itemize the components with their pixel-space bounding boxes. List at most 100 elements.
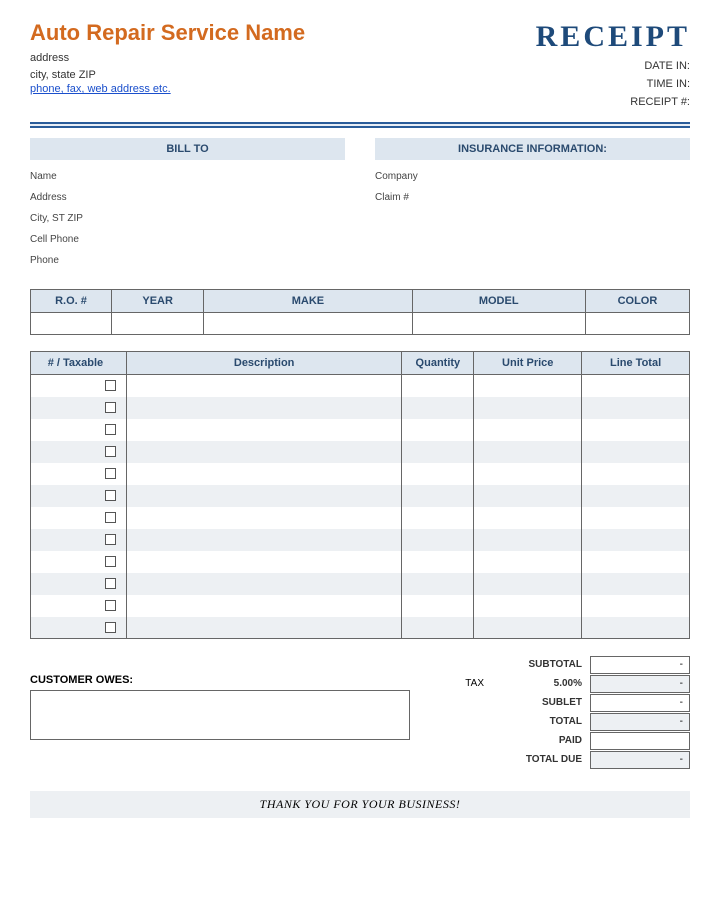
item-taxable-cell	[31, 485, 127, 507]
sublet-label: SUBLET	[490, 697, 590, 708]
company-city: city, state ZIP	[30, 67, 536, 84]
item-cell	[582, 463, 690, 485]
items-col-unitprice: Unit Price	[474, 352, 582, 375]
items-col-description: Description	[126, 352, 402, 375]
item-cell	[402, 463, 474, 485]
item-cell	[126, 485, 402, 507]
taxable-checkbox[interactable]	[105, 556, 116, 567]
item-cell	[126, 463, 402, 485]
paid-row: PAID	[430, 731, 690, 750]
taxable-checkbox[interactable]	[105, 512, 116, 523]
item-cell	[582, 419, 690, 441]
bill-to-city: City, ST ZIP	[30, 208, 345, 229]
header: Auto Repair Service Name address city, s…	[30, 20, 690, 108]
sublet-row: SUBLET -	[430, 693, 690, 712]
customer-owes-box[interactable]	[30, 690, 410, 740]
item-cell	[126, 419, 402, 441]
vehicle-col-ro: R.O. #	[31, 290, 112, 313]
item-cell	[474, 573, 582, 595]
bill-to-name: Name	[30, 166, 345, 187]
item-cell	[126, 507, 402, 529]
bill-to-cell: Cell Phone	[30, 229, 345, 250]
item-cell	[474, 595, 582, 617]
item-row	[31, 463, 690, 485]
item-cell	[126, 375, 402, 397]
tax-rate: 5.00%	[490, 678, 590, 689]
item-cell	[582, 485, 690, 507]
item-cell	[474, 375, 582, 397]
item-row	[31, 419, 690, 441]
item-cell	[402, 595, 474, 617]
taxable-checkbox[interactable]	[105, 380, 116, 391]
company-address: address	[30, 50, 536, 67]
bill-to-address: Address	[30, 187, 345, 208]
tax-row: TAX 5.00% -	[430, 674, 690, 693]
due-row: TOTAL DUE -	[430, 750, 690, 769]
item-row	[31, 397, 690, 419]
item-taxable-cell	[31, 441, 127, 463]
item-row	[31, 507, 690, 529]
item-row	[31, 595, 690, 617]
subtotal-label: SUBTOTAL	[490, 659, 590, 670]
item-cell	[474, 419, 582, 441]
bill-to-header: BILL TO	[30, 138, 345, 160]
items-col-taxable: # / Taxable	[31, 352, 127, 375]
item-taxable-cell	[31, 419, 127, 441]
item-cell	[402, 551, 474, 573]
total-row: TOTAL -	[430, 712, 690, 731]
item-cell	[402, 485, 474, 507]
totals-block: SUBTOTAL - TAX 5.00% - SUBLET - TOTAL - …	[430, 655, 690, 769]
item-cell	[474, 441, 582, 463]
items-table: # / Taxable Description Quantity Unit Pr…	[30, 351, 690, 639]
item-row	[31, 573, 690, 595]
insurance-company: Company	[375, 166, 690, 187]
taxable-checkbox[interactable]	[105, 424, 116, 435]
vehicle-table: R.O. # YEAR MAKE MODEL COLOR	[30, 289, 690, 335]
taxable-checkbox[interactable]	[105, 534, 116, 545]
item-cell	[126, 573, 402, 595]
subtotal-value: -	[590, 656, 690, 674]
item-cell	[126, 551, 402, 573]
item-cell	[126, 441, 402, 463]
taxable-checkbox[interactable]	[105, 468, 116, 479]
item-cell	[582, 375, 690, 397]
item-cell	[126, 397, 402, 419]
item-cell	[582, 617, 690, 639]
items-col-quantity: Quantity	[402, 352, 474, 375]
item-cell	[402, 529, 474, 551]
item-cell	[582, 573, 690, 595]
item-cell	[474, 463, 582, 485]
item-cell	[474, 551, 582, 573]
company-name: Auto Repair Service Name	[30, 20, 536, 46]
item-cell	[402, 573, 474, 595]
taxable-checkbox[interactable]	[105, 578, 116, 589]
item-cell	[474, 397, 582, 419]
tax-value: -	[590, 675, 690, 693]
company-contact-link[interactable]: phone, fax, web address etc.	[30, 83, 171, 95]
customer-owes-label: CUSTOMER OWES:	[30, 674, 410, 686]
paid-value	[590, 732, 690, 750]
item-cell	[402, 617, 474, 639]
items-col-linetotal: Line Total	[582, 352, 690, 375]
sublet-value: -	[590, 694, 690, 712]
item-row	[31, 441, 690, 463]
taxable-checkbox[interactable]	[105, 490, 116, 501]
bottom-area: CUSTOMER OWES: SUBTOTAL - TAX 5.00% - SU…	[30, 655, 690, 769]
item-cell	[402, 441, 474, 463]
item-cell	[582, 551, 690, 573]
taxable-checkbox[interactable]	[105, 446, 116, 457]
paid-label: PAID	[490, 735, 590, 746]
item-cell	[402, 507, 474, 529]
vehicle-col-year: YEAR	[111, 290, 203, 313]
taxable-checkbox[interactable]	[105, 600, 116, 611]
item-cell	[402, 375, 474, 397]
item-cell	[582, 507, 690, 529]
insurance-claim: Claim #	[375, 187, 690, 208]
item-cell	[582, 595, 690, 617]
taxable-checkbox[interactable]	[105, 402, 116, 413]
taxable-checkbox[interactable]	[105, 622, 116, 633]
item-row	[31, 617, 690, 639]
item-row	[31, 375, 690, 397]
bill-to-section: BILL TO Name Address City, ST ZIP Cell P…	[30, 138, 345, 271]
item-cell	[474, 507, 582, 529]
